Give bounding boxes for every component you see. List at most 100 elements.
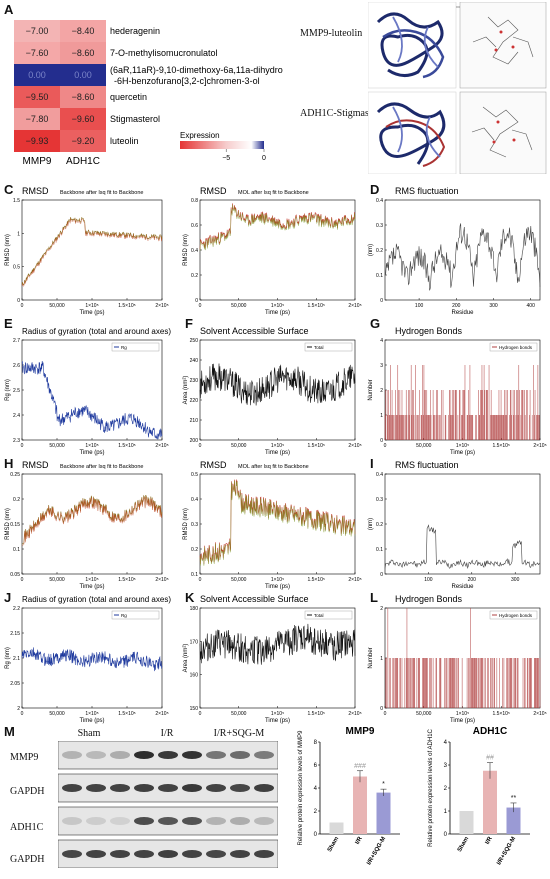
legend-label: Total [314, 613, 324, 618]
blot-label-mmp9: MMP9 [10, 752, 39, 763]
x-tick-label: 50,000 [231, 443, 247, 449]
y-tick-label: 0 [17, 298, 20, 304]
y-axis-label: Number [368, 647, 374, 668]
heatmap-cell [14, 64, 60, 86]
heatmap-cell [60, 20, 106, 42]
y-tick-label: 1 [380, 413, 383, 419]
x-tick-label: 1×10⁵ [456, 711, 469, 717]
binding-site-mmp9 [459, 2, 547, 89]
blot-band [206, 817, 226, 825]
plot-frame [199, 607, 356, 709]
heatmap-value: 0.00 [28, 70, 46, 80]
plot-e-gyration: Radius of gyration (total and around axe… [5, 327, 171, 456]
panel-label-f: F [185, 316, 193, 331]
y-tick-label: 0 [380, 298, 383, 304]
x-tick-label: 200 [468, 577, 477, 583]
x-axis-label: Time (ps) [265, 310, 290, 316]
x-tick-label: 1×10⁵ [271, 711, 284, 717]
panel-label-k: K [185, 590, 195, 605]
x-tick-label: 2×10⁵ [348, 303, 361, 309]
blot-band [206, 850, 226, 858]
x-tick-label: 1×10⁵ [456, 443, 469, 449]
category-label: Sham [457, 836, 470, 853]
y-axis-label: (nm) [368, 244, 374, 256]
panel-label-l: L [370, 590, 378, 605]
x-tick-label: 0 [384, 711, 387, 717]
plot-line [21, 360, 163, 440]
blot-band [254, 850, 274, 858]
plot-title: RMS fluctuation [395, 460, 459, 470]
plot-line [384, 524, 541, 570]
blot-band [86, 817, 106, 825]
y-tick-label: 4 [380, 338, 383, 344]
plot-title: Solvent Accessible Surface [200, 594, 309, 604]
plot-subtitle: Backbone after lsq fit to Backbone [60, 190, 143, 196]
significance-marker: ### [354, 763, 366, 770]
y-tick-label: 0.1 [376, 273, 383, 279]
docking-structures [368, 2, 547, 174]
x-tick-label: 100 [415, 303, 424, 309]
panel-label-d: D [370, 182, 380, 197]
x-tick-label: 1×10⁵ [271, 303, 284, 309]
y-tick-label: 0.6 [191, 223, 198, 229]
y-axis-label: RMSD (nm) [183, 508, 189, 540]
y-tick-label: 0 [444, 832, 448, 838]
blot-band [158, 850, 178, 858]
y-tick-label: 2.3 [13, 438, 20, 444]
x-tick-label: 50,000 [231, 303, 247, 309]
bar-chart-mmp9: MMP9 0 2 4 6 8 Relative protein expression lev… [298, 726, 400, 866]
plot-title: Hydrogen Bonds [395, 594, 463, 604]
y-tick-label: 2.6 [13, 363, 20, 369]
x-tick-label: 50,000 [49, 577, 65, 583]
blot-band [230, 751, 250, 759]
blot-band [182, 751, 202, 759]
blot-bands [58, 741, 278, 868]
blot-band [206, 751, 226, 759]
blot-band [158, 751, 178, 759]
y-tick-label: 0.4 [376, 472, 383, 478]
bar [459, 811, 474, 834]
plot-title: RMSD [200, 186, 227, 196]
y-tick-label: 0.1 [13, 547, 20, 553]
y-tick-label: 0.2 [376, 522, 383, 528]
category-label: I/R+SQG-M [366, 836, 387, 866]
y-tick-label: 0 [380, 706, 383, 712]
plot-legend [111, 610, 160, 620]
significance-marker: ** [511, 795, 517, 802]
x-tick-label: 1.5×10⁵ [307, 303, 325, 309]
y-tick-label: 1 [380, 656, 383, 662]
y-axis-label: Rg (nm) [5, 379, 11, 401]
docking-heatmap: −7.00 −8.40 hederagenin −7.60 −8.60 7-O-methy… [14, 20, 364, 180]
significance-marker: * [382, 781, 385, 788]
x-tick-label: 50,000 [416, 443, 432, 449]
blot-band [134, 817, 154, 825]
plot-legend [489, 342, 538, 352]
y-axis-label: Rg (nm) [5, 647, 11, 669]
legend-label: Rg [121, 613, 127, 618]
x-tick-label: 50,000 [49, 303, 65, 309]
x-tick-label: 200 [452, 303, 461, 309]
x-tick-label: 50,000 [231, 711, 247, 717]
x-axis-label: Residue [451, 584, 474, 590]
x-tick-label: 50,000 [416, 711, 432, 717]
plot-title: Solvent Accessible Surface [200, 326, 309, 336]
plot-line [384, 223, 541, 291]
x-axis-label: Time (ps) [450, 718, 475, 724]
plot-title: Hydrogen Bonds [395, 326, 463, 336]
legend-label: Total [314, 345, 324, 350]
heatmap-legend: Expression −5 0 [180, 131, 266, 162]
y-axis-label: Number [368, 379, 374, 400]
panel-label-e: E [4, 316, 13, 331]
x-tick-label: 1.5×10⁵ [118, 443, 136, 449]
bar [329, 822, 344, 834]
x-tick-label: 0 [21, 711, 24, 717]
y-tick-label: 0.4 [191, 248, 198, 254]
md-simulation-plots: RMSD Backbone after lsq fit to Backbone00… [5, 186, 547, 724]
heatmap-value: −7.00 [26, 26, 49, 36]
heatmap-value: −9.50 [26, 92, 49, 102]
x-tick-label: 0 [199, 303, 202, 309]
x-axis-label: Time (ps) [79, 310, 104, 316]
blot-label-gapdh-2: GAPDH [10, 854, 45, 865]
y-tick-label: 230 [190, 378, 199, 384]
heatmap-cell [60, 42, 106, 64]
